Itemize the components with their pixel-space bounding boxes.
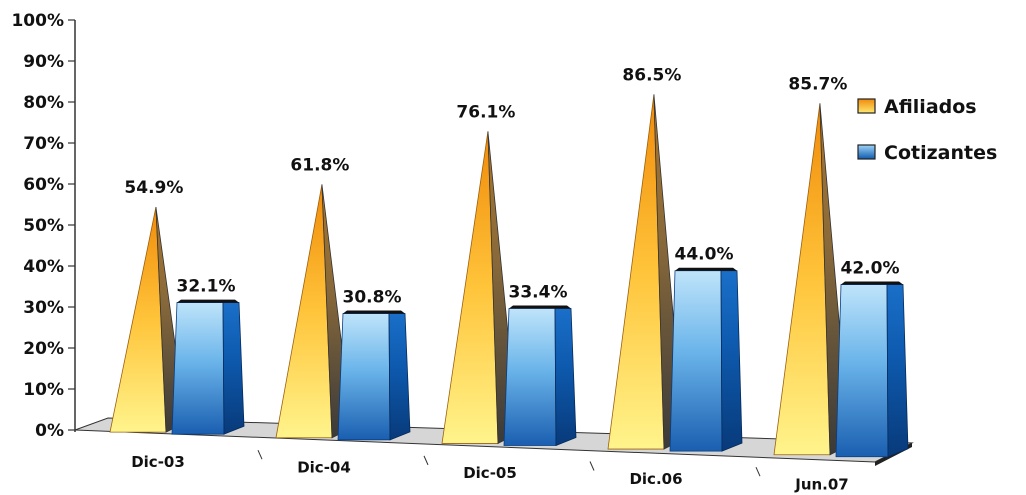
legend-label-afiliados: Afiliados [884,96,977,118]
x-separator [755,466,761,477]
bar-cotizantes: 42.0% [835,259,909,458]
x-separator [589,461,595,471]
data-label-cotizantes: 33.4% [509,283,568,303]
x-axis-ticks: Dic-03 Dic-04 Dic-05 Dic.06 Jun.07 [131,453,849,494]
bar-cotizantes-front [669,270,723,452]
y-tick-label: 80% [23,93,64,113]
y-tick-label: 10% [23,380,64,400]
bar-cotizantes-top [177,299,239,303]
bars-group: 54.9% 32.1% 61.8% 30.8% 76.1% 33.4% 86.5% 44.0%… [109,65,909,458]
legend-swatch-cotizantes [857,144,876,160]
y-tick-label: 90% [23,52,64,72]
bar-cotizantes-top [509,305,571,309]
y-tick-label: 0% [35,421,64,441]
data-label-afiliados: 85.7% [788,74,847,94]
bar-cotizantes-top [343,310,405,314]
x-tick-label: Dic-03 [131,453,185,471]
x-axis-separators [257,450,761,477]
data-label-afiliados: 86.5% [622,65,681,85]
x-tick-label: Dic-05 [463,464,517,482]
legend: Afiliados Cotizantes [857,96,997,164]
bar-cotizantes-side [388,313,411,441]
data-label-cotizantes: 32.1% [177,277,236,297]
data-label-cotizantes: 44.0% [675,245,734,265]
bar-cotizantes-top [675,267,737,271]
legend-label-cotizantes: Cotizantes [884,142,997,164]
data-label-afiliados: 54.9% [124,178,183,198]
data-label-cotizantes: 30.8% [343,288,402,308]
y-tick-label: 60% [23,175,64,195]
bar-cotizantes-side [720,270,743,452]
bar-cotizantes-side [554,308,577,447]
x-separator [257,450,263,460]
legend-swatch-afiliados [857,98,876,114]
bar-cotizantes-front [835,284,889,458]
x-tick-label: Jun.07 [794,475,849,493]
y-tick-label: 50% [23,216,64,236]
bar-cotizantes-front [337,313,391,441]
bar-cotizantes: 33.4% [503,283,577,447]
bar-cotizantes-side [886,284,909,458]
data-label-cotizantes: 42.0% [841,259,900,279]
bar-cotizantes-side [222,302,245,435]
y-tick-label: 100% [11,11,64,31]
y-tick-label: 70% [23,134,64,154]
y-tick-label: 20% [23,339,64,359]
bar-cotizantes-front [503,308,557,446]
bar-cotizantes: 30.8% [337,288,411,441]
x-tick-label: Dic.06 [629,470,682,488]
bar-cotizantes: 44.0% [669,245,743,452]
x-separator [423,455,429,466]
data-label-afiliados: 76.1% [456,102,515,122]
bar-cotizantes-front [171,302,225,435]
bar-afiliados: 76.1% [441,102,519,445]
y-tick-label: 30% [23,298,64,318]
y-axis-ticks: 0% 10% 20% 30% 40% 50% 60% 70% 80% 90% 100% [11,11,75,441]
y-tick-label: 40% [23,257,64,277]
bar-cotizantes: 32.1% [171,277,245,435]
bar-cotizantes-top [841,281,903,285]
x-tick-label: Dic-04 [297,458,351,476]
bar-afiliados: 54.9% [109,178,187,433]
data-label-afiliados: 61.8% [290,155,349,175]
